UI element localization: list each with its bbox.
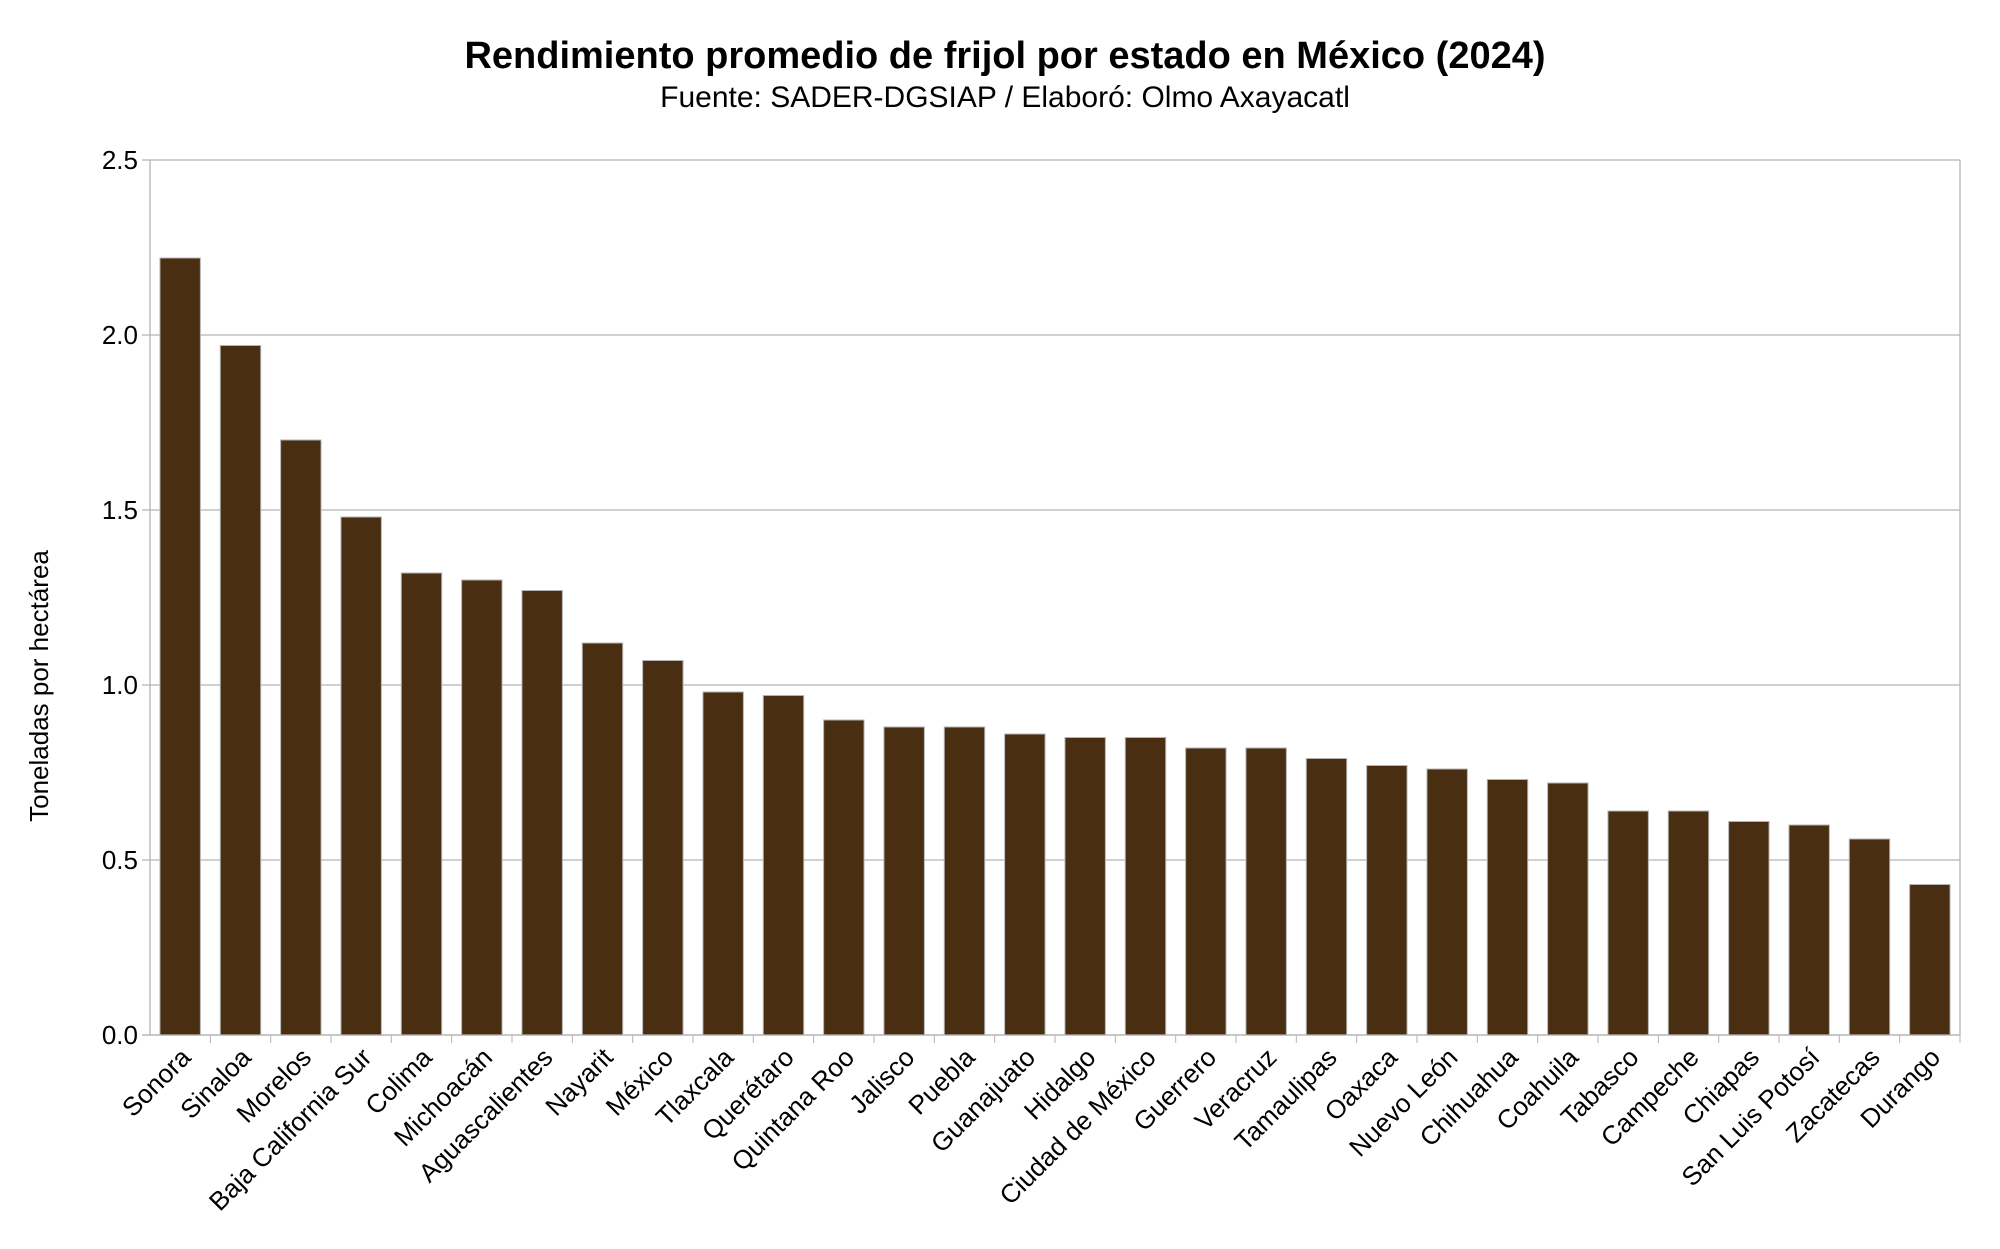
bar — [1547, 782, 1589, 1036]
bar — [1305, 758, 1348, 1036]
bar — [943, 726, 986, 1036]
bar — [1004, 733, 1046, 1036]
bar — [1124, 737, 1167, 1036]
y-tick-label: 1.5 — [102, 495, 138, 525]
bar — [400, 572, 443, 1036]
bar — [762, 695, 805, 1036]
bar — [1848, 838, 1891, 1036]
x-tick-label: Jalisco — [843, 1042, 920, 1119]
bar — [1607, 810, 1649, 1036]
y-tick-label: 0.5 — [102, 845, 138, 875]
bar — [1728, 821, 1770, 1036]
chart-title: Rendimiento promedio de frijol por estad… — [464, 35, 1545, 77]
bar — [1909, 884, 1951, 1036]
bar — [159, 257, 201, 1036]
y-tick-label: 1.0 — [102, 670, 138, 700]
bar — [702, 691, 744, 1036]
bar — [1667, 810, 1710, 1036]
bar — [280, 439, 322, 1036]
bar — [219, 345, 262, 1036]
bar — [823, 719, 865, 1036]
bar — [1185, 747, 1227, 1036]
bar — [521, 590, 563, 1036]
bar — [581, 642, 624, 1036]
x-tick-label: Nayarit — [539, 1041, 619, 1121]
y-tick-label: 2.5 — [102, 145, 138, 175]
bar — [1064, 737, 1106, 1036]
y-tick-label: 0.0 — [102, 1020, 138, 1050]
bar — [1486, 779, 1529, 1036]
bar — [642, 660, 684, 1036]
bar — [1245, 747, 1287, 1036]
bar — [1426, 768, 1468, 1036]
y-axis-label: Toneladas por hectárea — [24, 550, 54, 822]
bar — [883, 726, 925, 1036]
bar — [1366, 765, 1408, 1036]
y-tick-label: 2.0 — [102, 320, 138, 350]
bar — [1788, 824, 1830, 1036]
chart-subtitle: Fuente: SADER-DGSIAP / Elaboró: Olmo Axa… — [660, 81, 1350, 114]
bar — [340, 516, 382, 1036]
bar — [461, 579, 503, 1036]
